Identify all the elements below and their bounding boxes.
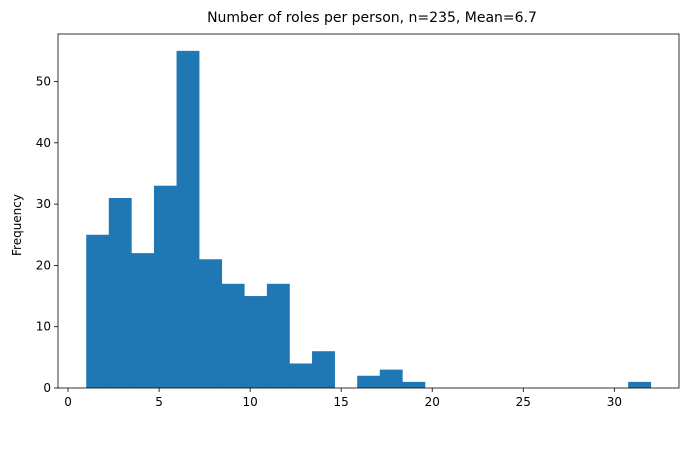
y-axis-label: Frequency bbox=[10, 194, 24, 256]
histogram-bar bbox=[289, 363, 313, 388]
histogram-bar bbox=[244, 296, 268, 388]
y-tick-label: 30 bbox=[36, 197, 51, 211]
x-tick-label: 30 bbox=[607, 395, 622, 409]
y-tick-label: 10 bbox=[36, 320, 51, 334]
histogram-bar bbox=[199, 259, 223, 388]
x-tick-label: 5 bbox=[155, 395, 163, 409]
y-tick-label: 50 bbox=[36, 75, 51, 89]
x-tick-label: 15 bbox=[334, 395, 349, 409]
histogram-bar bbox=[153, 185, 177, 388]
chart-title: Number of roles per person, n=235, Mean=… bbox=[207, 10, 537, 26]
histogram-bar bbox=[266, 283, 290, 388]
x-tick-label: 0 bbox=[64, 395, 72, 409]
bars-group bbox=[86, 50, 652, 388]
histogram-bar bbox=[108, 197, 132, 388]
x-tick-label: 20 bbox=[425, 395, 440, 409]
y-tick-label: 0 bbox=[43, 381, 51, 395]
y-tick-label: 40 bbox=[36, 136, 51, 150]
histogram-bar bbox=[402, 381, 426, 388]
histogram-bar bbox=[357, 375, 381, 388]
histogram-bar bbox=[379, 369, 403, 388]
histogram-bar bbox=[176, 50, 200, 388]
x-tick-label: 10 bbox=[242, 395, 257, 409]
plot-frame bbox=[57, 33, 680, 389]
x-axis-ticks: 0 5 10 15 20 25 30 bbox=[64, 388, 622, 409]
histogram-bar bbox=[221, 283, 245, 388]
histogram-bar bbox=[628, 381, 652, 388]
y-tick-label: 20 bbox=[36, 258, 51, 272]
histogram-bar bbox=[312, 351, 335, 388]
x-tick-label: 25 bbox=[516, 395, 531, 409]
histogram-bar bbox=[86, 234, 110, 388]
y-axis-ticks: 0 10 20 30 40 50 bbox=[36, 75, 58, 395]
histogram-bar bbox=[131, 253, 155, 388]
